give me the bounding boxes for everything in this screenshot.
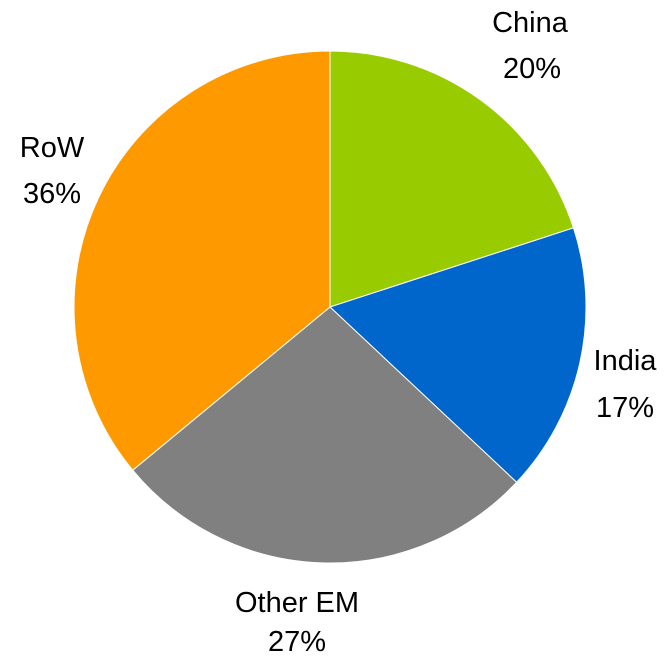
pie-labels: China 20% India 17% Other EM 27% RoW 36% xyxy=(20,7,658,658)
pie-slices xyxy=(73,50,587,564)
pie-slice-other-em xyxy=(132,306,518,564)
pie-slice-row xyxy=(73,50,331,471)
slice-value-other-em: 27% xyxy=(268,626,326,658)
pie-slice-india xyxy=(329,227,587,483)
slice-label-row: RoW xyxy=(20,132,85,164)
slice-label-other-em: Other EM xyxy=(235,587,359,619)
slice-value-china: 20% xyxy=(503,53,561,85)
slice-value-row: 36% xyxy=(23,178,81,210)
slice-value-india: 17% xyxy=(596,392,654,424)
pie-slice-china xyxy=(329,50,575,308)
slice-label-china: China xyxy=(492,7,569,39)
slice-label-india: India xyxy=(594,345,658,377)
